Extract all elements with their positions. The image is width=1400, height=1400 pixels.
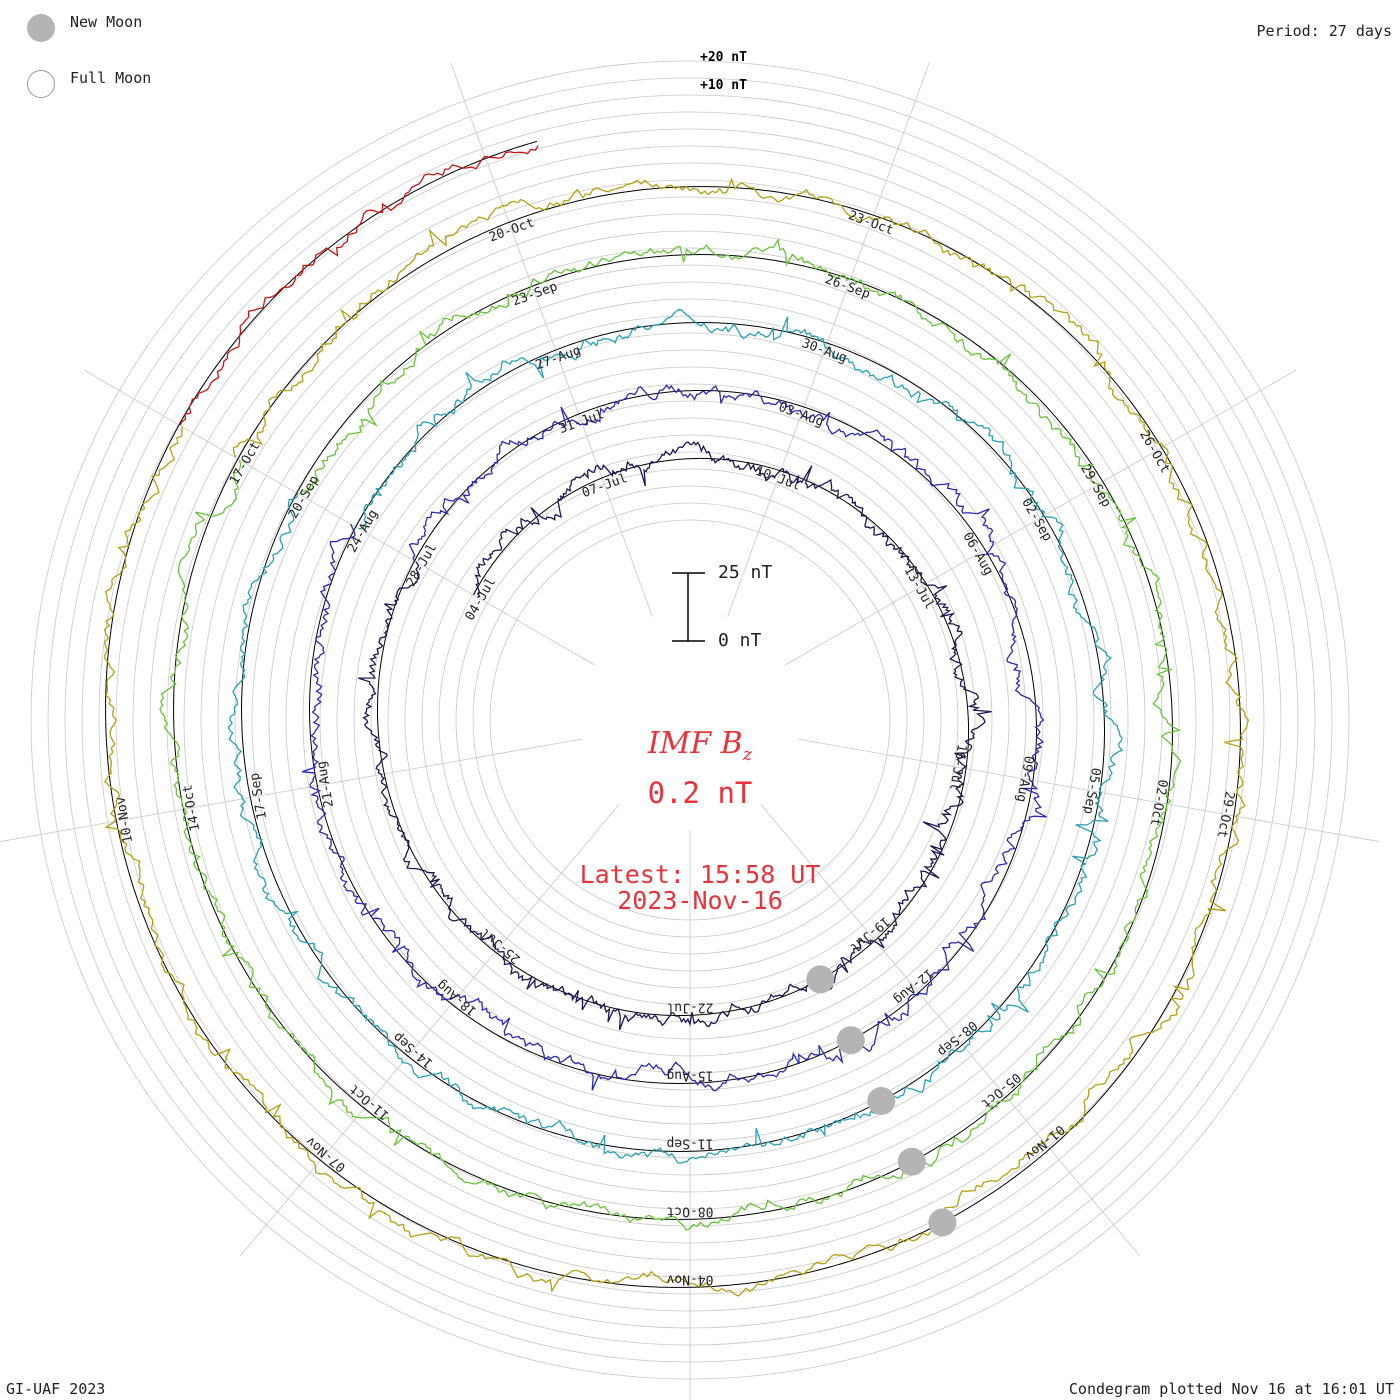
date-tick-label: 22-Jul — [667, 999, 714, 1014]
new-moon-marker — [897, 1147, 926, 1176]
plotted-timestamp: Condegram plotted Nov 16 at 16:01 UT — [1068, 1380, 1394, 1398]
series-cycle-3 — [228, 308, 1124, 1164]
date-tick-label: 25-Jul — [478, 925, 524, 967]
series-cycle-6 — [179, 145, 539, 426]
grid-spoke — [727, 62, 930, 617]
series-cycle-1 — [358, 441, 992, 1031]
grid-spoke — [239, 804, 620, 1257]
baseline-cycle-1 — [377, 457, 969, 1016]
grid-spoke — [798, 738, 1380, 842]
grid-spoke — [450, 62, 653, 617]
date-tick-label: 24-Aug — [345, 507, 381, 555]
new-moon-legend-icon — [27, 14, 55, 42]
date-tick-label: 18-Aug — [434, 977, 480, 1019]
scale-bar-bottom-label: 0 nT — [718, 630, 762, 651]
value-scale-label: +10 nT — [700, 78, 747, 93]
date-tick-label: 07-Nov — [303, 1133, 349, 1175]
latest-time: Latest: 15:58 UT — [579, 860, 821, 889]
date-tick-label: 29-Sep — [1077, 462, 1114, 510]
date-tick-label: 20-Oct — [487, 215, 536, 245]
series-cycle-4 — [159, 237, 1182, 1231]
current-value: 0.2 nT — [647, 776, 753, 810]
date-tick-label: 23-Oct — [846, 208, 895, 238]
full-moon-legend-label: Full Moon — [70, 69, 152, 87]
date-tick-label: 08-Oct — [667, 1203, 714, 1218]
date-tick-label: 30-Aug — [800, 336, 849, 366]
baseline-cycle-3 — [241, 322, 1105, 1152]
scale-bar — [672, 572, 705, 642]
date-tick-label: 20-Sep — [286, 473, 323, 521]
date-tick-label: 23-Sep — [510, 279, 559, 309]
grid-spokes — [0, 62, 1380, 1400]
new-moon-legend-label: New Moon — [70, 13, 143, 31]
baseline-cycle-2 — [309, 390, 1037, 1084]
date-tick-label: 11-Sep — [666, 1135, 713, 1150]
date-tick-label: 13-Jul — [900, 564, 936, 612]
date-tick-label: 14-Sep — [390, 1029, 436, 1071]
new-moon-marker — [836, 1026, 865, 1055]
date-tick-label: 27-Aug — [534, 343, 583, 373]
date-tick-label: 04-Nov — [666, 1271, 713, 1286]
latest-date: 2023-Nov-16 — [617, 886, 783, 915]
date-tick-label: 15-Aug — [667, 1067, 714, 1082]
scale-bar-top-label: 25 nT — [718, 562, 773, 583]
value-scale-label: +20 nT — [700, 50, 747, 65]
date-tick-label: 10-Jul — [753, 464, 802, 494]
series-cycle-2 — [301, 384, 1047, 1092]
chart-title: IMF Bz — [0, 726, 1400, 765]
credit-label: GI-UAF 2023 — [6, 1380, 106, 1398]
full-moon-legend-icon — [27, 70, 55, 98]
grid-spoke — [760, 804, 1141, 1257]
date-tick-label: 26-Sep — [823, 272, 872, 302]
new-moon-marker — [806, 965, 835, 994]
date-tick-label: 26-Oct — [1136, 428, 1172, 476]
new-moon-marker — [928, 1208, 957, 1237]
grid-spoke — [785, 369, 1297, 666]
baseline-cycle-6 — [178, 140, 538, 426]
baseline-cycle-4 — [173, 254, 1174, 1221]
chart-title-main: IMF B — [647, 726, 743, 761]
chart-title-sub: z — [742, 744, 753, 765]
new-moon-marker — [867, 1087, 896, 1115]
series-cycle-5 — [103, 177, 1250, 1297]
date-tick-label: 03-Aug — [776, 400, 825, 430]
grid-spoke — [0, 738, 582, 842]
period-label: Period: 27 days — [1256, 22, 1392, 40]
grid-spoke — [83, 369, 595, 666]
date-tick-label: 28-Jul — [404, 541, 440, 589]
date-tick-label: 02-Sep — [1018, 496, 1055, 544]
date-tick-label: 17-Oct — [227, 439, 263, 487]
date-tick-label: 04-Jul — [463, 575, 499, 623]
